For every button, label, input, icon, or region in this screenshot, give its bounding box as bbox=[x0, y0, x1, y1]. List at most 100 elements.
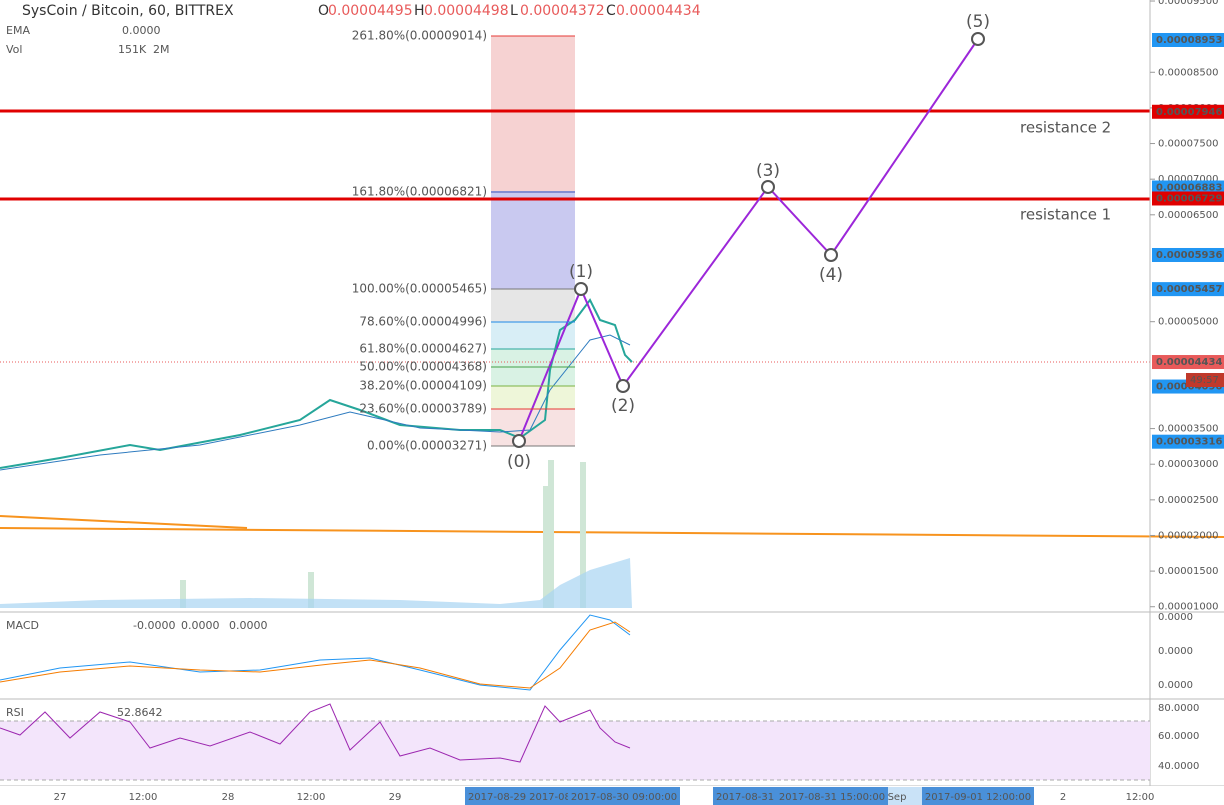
time-badge bbox=[713, 787, 777, 805]
fib-label: 261.80%(0.00009014) bbox=[352, 29, 487, 43]
price-tick-label: 0.00007000 bbox=[1158, 174, 1218, 185]
ema-value: 0.0000 bbox=[122, 24, 161, 37]
ohlc-value: 0.00004495 bbox=[328, 3, 413, 19]
price-tick-label: 0.00008500 bbox=[1158, 67, 1218, 78]
volume-bar bbox=[180, 580, 186, 608]
vol-value: 151K bbox=[118, 43, 147, 56]
time-tick-label: 2017-08-31 15:00:00 bbox=[779, 792, 885, 803]
rsi-tick-label: 60.0000 bbox=[1158, 731, 1199, 742]
symbol: SysCoin / Bitcoin, 60, BITTREX bbox=[22, 3, 234, 19]
time-badge bbox=[465, 787, 529, 805]
rsi-band bbox=[0, 721, 1150, 780]
macd-name: MACD bbox=[6, 619, 39, 632]
price-badge bbox=[1152, 33, 1224, 47]
wave-label: (2) bbox=[611, 396, 635, 416]
time-tick-label: 2017-08-31 bbox=[716, 792, 774, 803]
fib-label: 23.60%(0.00003789) bbox=[359, 402, 487, 416]
macd-tick-label: 0.0000 bbox=[1158, 612, 1193, 623]
volume-bar bbox=[308, 572, 314, 608]
volume-bar bbox=[543, 486, 549, 608]
price-badge-label: 0.00007946 bbox=[1156, 107, 1222, 118]
rsi-tick-label: 40.0000 bbox=[1158, 761, 1199, 772]
time-tick-label: 12:00 bbox=[297, 792, 326, 803]
trend-line bbox=[0, 527, 1224, 538]
fib-band bbox=[491, 289, 575, 322]
wave-label: (3) bbox=[756, 161, 780, 181]
trend-line bbox=[0, 515, 248, 529]
wave-point bbox=[616, 379, 630, 393]
fib-band bbox=[491, 36, 575, 191]
price-badge bbox=[1152, 180, 1224, 195]
ema-name: EMA bbox=[6, 24, 30, 37]
ohlc-value: 0.00004372 bbox=[520, 3, 605, 19]
elliott-wave bbox=[518, 38, 979, 442]
vol-value: 2M bbox=[153, 43, 170, 56]
time-tick-label: Sep bbox=[888, 792, 907, 803]
price-badge-label: 0.00008953 bbox=[1156, 35, 1222, 46]
price-tick-label: 0.00002000 bbox=[1158, 530, 1218, 541]
time-tick-label: 29 bbox=[389, 792, 402, 803]
macd-signal bbox=[0, 621, 631, 689]
time-badge bbox=[568, 787, 680, 805]
ohlc-value: 0.00004434 bbox=[616, 3, 701, 19]
price-tick-label: 0.00007500 bbox=[1158, 139, 1218, 150]
timer-badge bbox=[1186, 373, 1224, 387]
fib-label: 78.60%(0.00004996) bbox=[359, 315, 487, 329]
rsi-name: RSI bbox=[6, 706, 24, 719]
time-badge bbox=[922, 787, 1034, 805]
price-badge bbox=[1152, 191, 1224, 206]
wave-label: (0) bbox=[507, 452, 531, 472]
macd-value: 0.0000 bbox=[181, 619, 220, 632]
price-tick-label: 0.00005000 bbox=[1158, 317, 1218, 328]
fib-label: 0.00%(0.00003271) bbox=[367, 439, 487, 453]
volume-bar bbox=[548, 460, 554, 608]
fib-label: 61.80%(0.00004627) bbox=[359, 342, 487, 356]
time-badge bbox=[776, 787, 888, 805]
price-badge bbox=[1152, 247, 1224, 262]
timer: 49:57 bbox=[1190, 375, 1219, 386]
rsi-tick-label: 80.0000 bbox=[1158, 703, 1199, 714]
ohlc-label: O bbox=[318, 3, 329, 19]
rsi-value: 52.8642 bbox=[117, 706, 163, 719]
time-tick-label: 2017-08-30 09:00:00 bbox=[571, 792, 677, 803]
volume-ma bbox=[0, 558, 632, 608]
price-tick-label: 0.00003000 bbox=[1158, 459, 1218, 470]
price-badge-label: 0.00005457 bbox=[1156, 284, 1222, 295]
price-badge bbox=[1152, 104, 1224, 119]
price-tick-label: 0.00001500 bbox=[1158, 566, 1218, 577]
wave-label: (4) bbox=[819, 265, 843, 285]
price-tick-label: 0.00003500 bbox=[1158, 424, 1218, 435]
wave-label: (1) bbox=[569, 262, 593, 282]
fib-label: 100.00%(0.00005465) bbox=[352, 282, 487, 296]
price-badge-label: 0.00004434 bbox=[1156, 357, 1222, 368]
price-tick-label: 0.00002500 bbox=[1158, 495, 1218, 506]
rsi-line bbox=[0, 703, 631, 763]
vol-name: Vol bbox=[6, 43, 22, 56]
time-tick-label: 2 bbox=[1060, 792, 1066, 803]
resistance-label: resistance 1 bbox=[1020, 206, 1111, 224]
fib-label: 161.80%(0.00006821) bbox=[352, 185, 487, 199]
price-badge-label: 0.00006883 bbox=[1156, 183, 1222, 194]
price-badge bbox=[1152, 355, 1224, 370]
ohlc-label: L bbox=[510, 3, 518, 19]
time-tick-label: 2017-08 bbox=[529, 792, 571, 803]
time-tick-label: 12:00 bbox=[1126, 792, 1155, 803]
price-badge-label: 0.00003316 bbox=[1156, 437, 1222, 448]
price-badge-label: 0.00006729 bbox=[1156, 193, 1222, 204]
price-badge bbox=[1152, 434, 1224, 449]
volume-bar bbox=[580, 462, 586, 608]
time-tick-label: 2017-09-01 12:00:00 bbox=[925, 792, 1031, 803]
time-tick-label: 28 bbox=[222, 792, 235, 803]
volume bbox=[180, 460, 586, 608]
price-tick-label: 0.00006500 bbox=[1158, 210, 1218, 221]
wave-point bbox=[824, 248, 838, 262]
macd-tick-label: 0.0000 bbox=[1158, 646, 1193, 657]
macd-value: 0.0000 bbox=[229, 619, 268, 632]
price-series bbox=[0, 298, 633, 469]
wave-label: (5) bbox=[966, 12, 990, 32]
fib-band bbox=[491, 386, 575, 409]
price-badge-label: 0.00004090 bbox=[1156, 382, 1222, 393]
wave-point bbox=[971, 32, 985, 46]
wave-point bbox=[761, 180, 775, 194]
